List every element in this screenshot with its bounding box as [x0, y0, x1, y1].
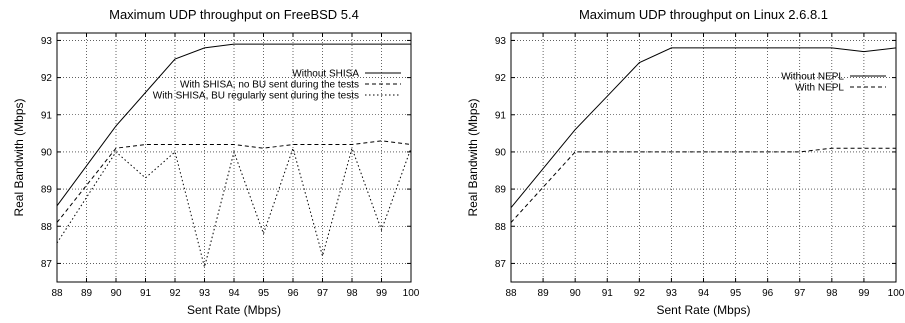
x-tick-label: 99	[858, 288, 870, 299]
x-axis-label: Sent Rate (Mbps)	[187, 303, 281, 317]
y-tick-label: 90	[495, 147, 507, 158]
x-tick-label: 93	[199, 288, 211, 299]
series-line-2	[56, 140, 412, 223]
x-tick-label: 90	[110, 288, 122, 299]
legend-label: With SHISA, no BU sent during the tests	[180, 80, 359, 91]
y-tick-label: 88	[495, 222, 507, 233]
series-line-3	[56, 146, 412, 268]
legend-label: With SHISA, BU regularly sent during the…	[153, 91, 359, 102]
y-tick-label: 88	[41, 222, 53, 233]
x-tick-label: 94	[228, 288, 240, 299]
x-tick-label: 89	[538, 288, 550, 299]
x-tick-label: 97	[794, 288, 806, 299]
x-tick-label: 95	[258, 288, 270, 299]
x-tick-label: 98	[826, 288, 838, 299]
x-tick-label: 92	[634, 288, 646, 299]
x-tick-label: 97	[317, 288, 329, 299]
y-tick-label: 92	[495, 73, 507, 84]
x-tick-label: 91	[602, 288, 614, 299]
x-tick-label: 99	[376, 288, 388, 299]
x-tick-label: 92	[169, 288, 181, 299]
chart-title: Maximum UDP throughput on FreeBSD 5.4	[109, 7, 359, 22]
x-tick-label: 100	[888, 288, 905, 299]
y-tick-label: 89	[495, 185, 507, 196]
x-tick-label: 100	[403, 288, 420, 299]
y-tick-label: 87	[495, 259, 507, 270]
chart-panel-2: 88 89 90 91 92 93 94 95 96 97 98 99 100 87 88 89 90 91 92 9…	[466, 7, 905, 317]
y-tick-label: 92	[41, 73, 53, 84]
x-tick-label: 98	[346, 288, 358, 299]
x-tick-label: 95	[730, 288, 742, 299]
y-tick-label: 87	[41, 259, 53, 270]
legend-label: With NEPL	[795, 83, 844, 94]
x-tick-label: 96	[762, 288, 774, 299]
series-line-1	[510, 47, 897, 209]
y-tick-label: 90	[41, 147, 53, 158]
x-tick-label: 89	[81, 288, 93, 299]
series-line-1	[56, 43, 411, 207]
series-line-2	[510, 147, 896, 223]
y-tick-label: 91	[495, 110, 507, 121]
legend-label: Without SHISA	[292, 69, 359, 80]
y-tick-label: 93	[495, 36, 507, 47]
legend-label: Without NEPL	[781, 72, 844, 83]
y-tick-label: 93	[41, 36, 53, 47]
y-tick-label: 89	[41, 185, 53, 196]
x-tick-label: 93	[666, 288, 678, 299]
y-axis-label: Real Bandwith (Mbps)	[12, 98, 26, 216]
x-tick-label: 91	[140, 288, 152, 299]
y-tick-label: 91	[41, 110, 53, 121]
chart-title: Maximum UDP throughput on Linux 2.6.8.1	[579, 7, 828, 22]
y-axis-label: Real Bandwith (Mbps)	[466, 98, 480, 216]
x-tick-label: 94	[698, 288, 710, 299]
x-tick-label: 96	[287, 288, 299, 299]
x-tick-label: 88	[505, 288, 517, 299]
x-axis-label: Sent Rate (Mbps)	[656, 303, 750, 317]
x-tick-label: 88	[51, 288, 63, 299]
plot-frame	[510, 32, 897, 283]
x-tick-label: 90	[570, 288, 582, 299]
chart-panel-1: 88 89 90 91 92 93 94 95 96 97 98 99 100 87 88 89 90 91 92 9…	[12, 7, 420, 317]
